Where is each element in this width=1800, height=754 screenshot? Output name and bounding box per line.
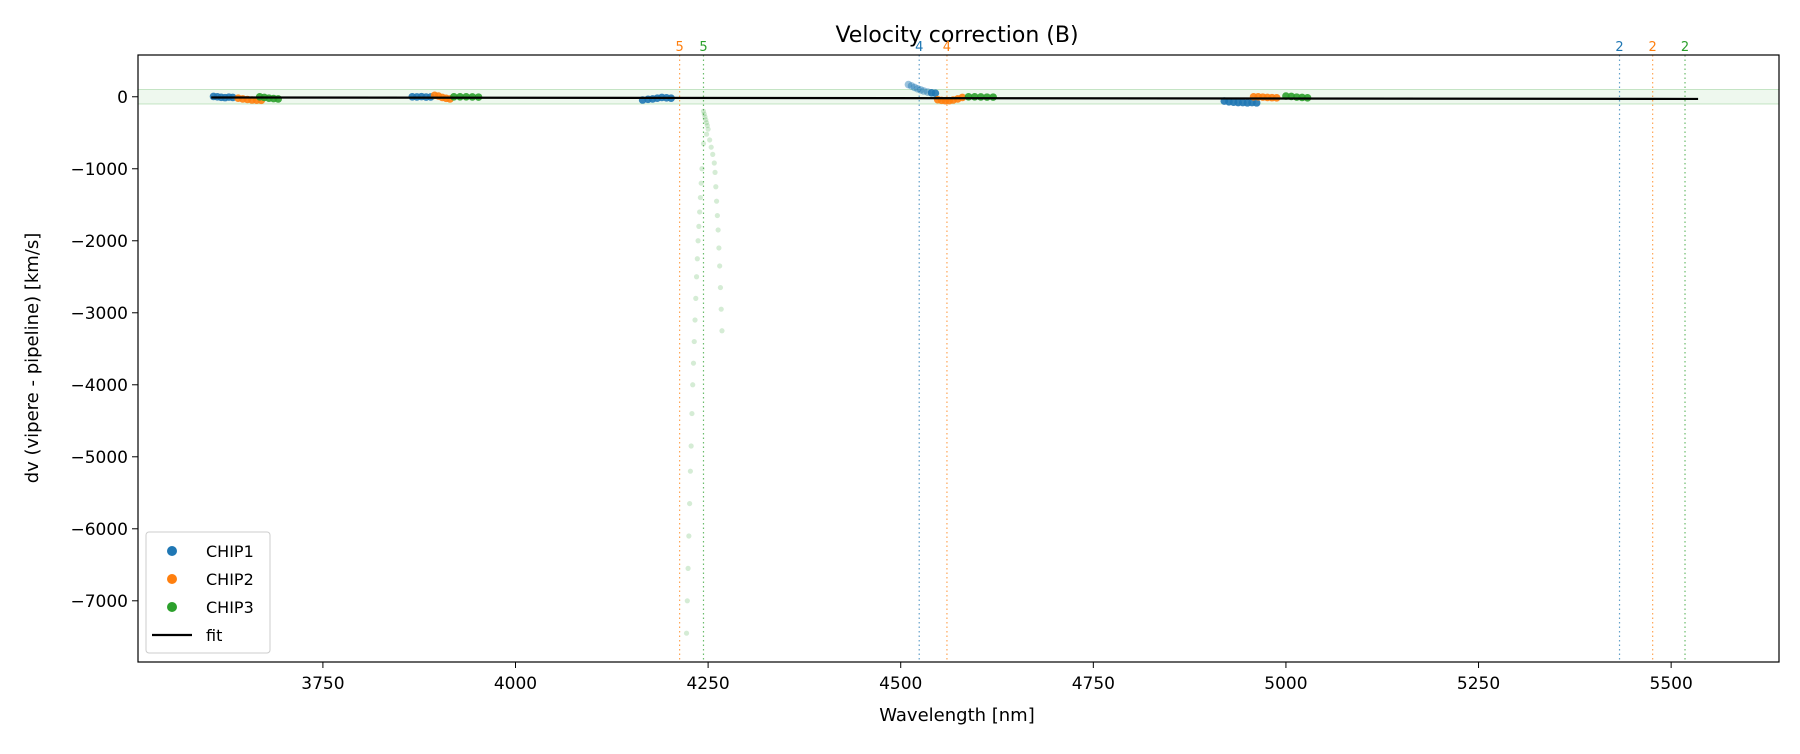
data-point: [1252, 99, 1261, 107]
data-point: [713, 198, 720, 204]
data-point: [685, 565, 691, 571]
data-point: [687, 468, 693, 474]
data-point: [714, 212, 720, 219]
data-point: [691, 338, 697, 345]
data-point: [697, 209, 703, 215]
x-tick-label: 4000: [494, 674, 537, 694]
data-point: [703, 120, 710, 126]
data-point: [711, 160, 717, 166]
x-tick-label: 4500: [879, 674, 922, 694]
legend-box: [145, 531, 271, 654]
data-points-layer: [209, 80, 1312, 636]
x-tick-label: 3750: [301, 674, 344, 694]
legend-swatch-chip3: [167, 602, 177, 612]
data-point: [931, 89, 940, 97]
data-point: [907, 82, 916, 90]
x-tick-label: 4250: [686, 674, 729, 694]
data-point: [704, 122, 710, 129]
data-point: [701, 111, 707, 117]
y-tick-label: −1000: [70, 160, 128, 180]
x-tick-label: 5000: [1264, 674, 1307, 694]
data-point: [716, 245, 722, 251]
legend-label: CHIP2: [206, 570, 254, 589]
data-point: [686, 533, 692, 539]
legend-label: fit: [206, 626, 222, 645]
data-point: [989, 93, 997, 101]
data-point: [715, 227, 721, 233]
data-point: [718, 306, 724, 312]
data-point: [920, 87, 928, 95]
data-point: [719, 328, 725, 334]
data-point: [702, 114, 708, 120]
data-point: [712, 169, 718, 175]
legend-label: CHIP3: [206, 598, 254, 617]
data-point: [690, 382, 696, 388]
data-point: [713, 184, 719, 190]
order-marker-label: 2: [1615, 40, 1623, 55]
order-marker-layer: 5 5 4 4 2 2 2: [675, 40, 1689, 662]
data-point: [697, 194, 704, 201]
order-marker-label: 5: [675, 40, 683, 55]
chart-title: Velocity correction (B): [835, 23, 1078, 48]
data-point: [689, 410, 695, 417]
legend-swatch-chip1: [167, 546, 177, 556]
data-point: [693, 295, 699, 301]
y-axis-label: dv (vipere - pipeline) [km/s]: [22, 233, 43, 484]
order-marker-label: 2: [1681, 40, 1689, 55]
data-point: [683, 630, 690, 636]
data-point: [692, 317, 698, 323]
data-point: [703, 117, 709, 123]
data-point: [904, 80, 913, 89]
data-point: [698, 180, 704, 186]
data-point: [703, 131, 710, 137]
legend-swatch-chip2: [167, 574, 177, 584]
data-point: [687, 500, 693, 507]
legend-label: CHIP1: [206, 542, 254, 561]
order-marker-label: 2: [1649, 40, 1657, 55]
data-point: [705, 126, 711, 132]
y-tick-label: −5000: [70, 448, 128, 468]
y-tick-label: 0: [117, 88, 128, 108]
data-point: [916, 86, 925, 94]
data-point: [913, 85, 922, 93]
data-point: [688, 443, 694, 449]
fit-line: [211, 96, 1699, 101]
data-point: [696, 223, 702, 229]
data-point: [695, 238, 701, 244]
data-point: [717, 263, 723, 269]
data-point: [694, 256, 700, 262]
x-tick-label: 5500: [1650, 674, 1693, 694]
y-tick-label: −3000: [70, 304, 128, 324]
data-point: [684, 598, 690, 604]
data-point: [710, 151, 716, 157]
data-point: [693, 274, 700, 280]
y-tick-label: −6000: [70, 520, 128, 540]
plot-area-frame: [137, 54, 1780, 663]
x-tick-label: 4750: [1072, 674, 1115, 694]
order-marker-label: 4: [915, 40, 923, 55]
y-tick-label: −4000: [70, 376, 128, 396]
data-point: [707, 137, 713, 143]
data-point: [700, 108, 707, 114]
data-point: [690, 360, 697, 366]
y-tick-label: −2000: [70, 232, 128, 252]
data-point: [717, 284, 724, 291]
data-point: [910, 83, 919, 92]
y-tick-label: −7000: [70, 592, 128, 612]
order-marker-label: 4: [943, 40, 951, 55]
fit-line-layer: [211, 96, 1699, 101]
data-point: [699, 166, 705, 172]
x-axis-label: Wavelength [nm]: [879, 705, 1035, 726]
data-point: [274, 95, 283, 103]
data-point: [700, 140, 707, 147]
legend: CHIP1 CHIP2 CHIP3 fit: [145, 531, 271, 654]
x-tick-label: 5250: [1457, 674, 1500, 694]
data-point: [708, 144, 714, 150]
series-chip3: [255, 92, 1312, 636]
order-marker-label: 5: [699, 40, 707, 55]
axes-layer: 3750 4000 4250 4500 4750 5000 5250 5500 0 −1000 −2…: [70, 88, 1692, 694]
